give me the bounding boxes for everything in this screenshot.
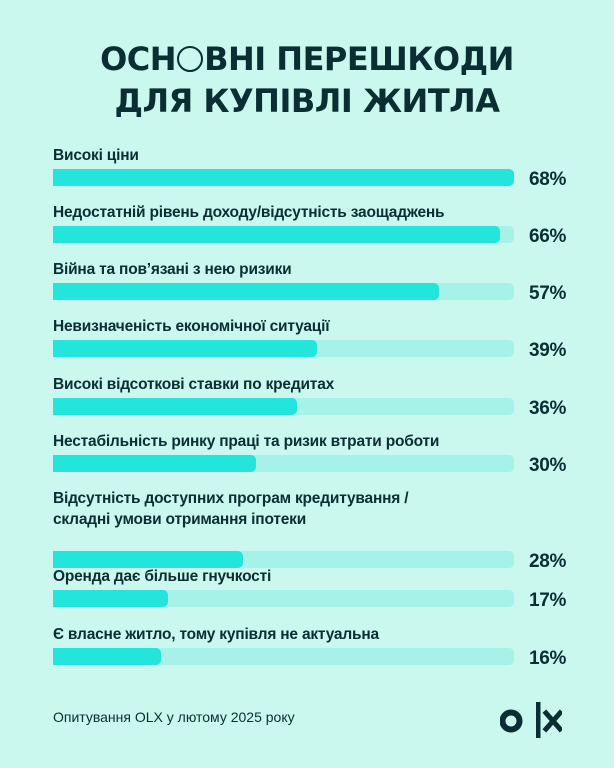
bar-track	[53, 340, 514, 357]
bar-value: 16%	[529, 648, 567, 669]
bar-row: Є власне житло, тому купівля не актуальн…	[53, 624, 573, 669]
bar-fill	[53, 648, 161, 665]
title-line-1: ОСН ВНІ ПЕРЕШКОДИ	[0, 38, 614, 80]
bar-label: Високі ціни	[53, 147, 139, 164]
bar-value: 30%	[529, 455, 567, 476]
bar-value: 36%	[529, 398, 567, 419]
title-line-2: ДЛЯ КУПІВЛІ ЖИТЛА	[114, 82, 500, 120]
bar-row: Нестабільність ринку праці та ризик втра…	[53, 431, 573, 476]
source-note: Опитування OLX у лютому 2025 року	[53, 709, 295, 725]
bar-track	[53, 551, 514, 568]
bar-fill	[53, 283, 439, 300]
chart-title: ОСН ВНІ ПЕРЕШКОДИ ДЛЯ КУПІВЛІ ЖИТЛА	[0, 38, 614, 122]
bar-row: Невизначеність економічної ситуації 39%	[53, 316, 573, 361]
bar-track	[53, 169, 514, 186]
bar-fill	[53, 169, 514, 186]
bar-value: 39%	[529, 340, 567, 361]
olx-logo-icon	[500, 702, 562, 738]
bar-row: Відсутність доступних програм кредитуван…	[53, 488, 573, 572]
title-text-b: ВНІ ПЕРЕШКОДИ	[204, 40, 514, 78]
bar-track	[53, 226, 514, 243]
bar-row: Високі відсоткові ставки по кредитах 36%	[53, 374, 573, 419]
bar-track	[53, 648, 514, 665]
title-text-a: ОСН	[100, 40, 177, 78]
bar-label: Недостатній рівень доходу/відсутність за…	[53, 204, 445, 221]
bar-track	[53, 455, 514, 472]
bar-track	[53, 590, 514, 607]
bar-track	[53, 398, 514, 415]
bar-fill	[53, 398, 297, 415]
bar-label: Високі відсоткові ставки по кредитах	[53, 376, 335, 393]
bar-value: 66%	[529, 226, 567, 247]
bar-label: Війна та пов’язані з нею ризики	[53, 261, 292, 278]
bar-row: Оренда дає більше гнучкості 17%	[53, 566, 573, 611]
bar-value: 28%	[529, 551, 567, 572]
bar-fill	[53, 590, 168, 607]
bar-label: Відсутність доступних програм кредитуван…	[53, 490, 409, 507]
bar-label: Оренда дає більше гнучкості	[53, 568, 272, 585]
bar-track	[53, 283, 514, 300]
bar-label-line-2: складні умови отримання іпотеки	[53, 511, 307, 528]
bar-label: Нестабільність ринку праці та ризик втра…	[53, 433, 440, 450]
bar-label: Є власне житло, тому купівля не актуальн…	[53, 626, 379, 643]
outline-o-letter	[177, 46, 204, 72]
bar-value: 68%	[529, 169, 567, 190]
bar-fill	[53, 226, 500, 243]
bar-row: Війна та пов’язані з нею ризики 57%	[53, 259, 573, 304]
bar-label: Невизначеність економічної ситуації	[53, 318, 330, 335]
bar-fill	[53, 551, 243, 568]
bar-fill	[53, 340, 317, 357]
bar-value: 17%	[529, 590, 567, 611]
bar-value: 57%	[529, 283, 567, 304]
bar-fill	[53, 455, 256, 472]
bar-row: Високі ціни 68%	[53, 145, 573, 190]
bar-row: Недостатній рівень доходу/відсутність за…	[53, 202, 573, 247]
